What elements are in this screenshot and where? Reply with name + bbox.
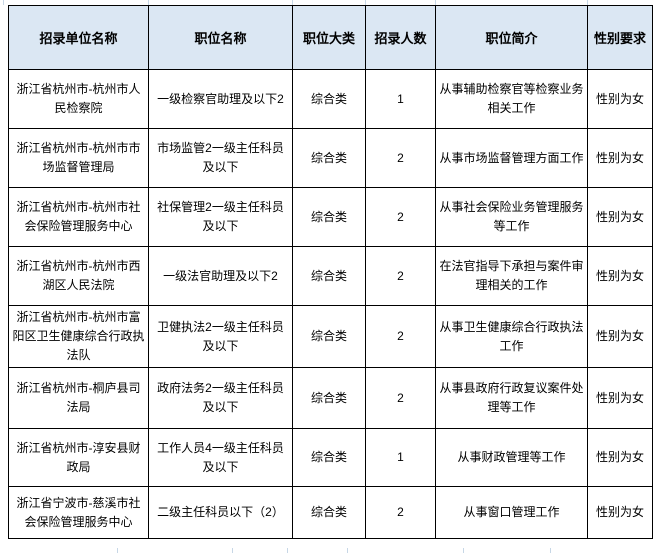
cell-unit-name: 浙江省杭州市-杭州市西湖区人民法院 bbox=[8, 246, 149, 306]
cell-position-category: 综合类 bbox=[292, 187, 366, 247]
cell-position-description: 从事市场监督管理方面工作 bbox=[435, 128, 588, 188]
cell-gender-requirement: 性别为女 bbox=[587, 367, 653, 429]
gridline-tick bbox=[463, 548, 464, 553]
cell-position-category: 综合类 bbox=[292, 128, 366, 188]
cell-recruit-count: 1 bbox=[365, 69, 436, 129]
cell-position-name: 卫健执法2一级主任科员及以下 bbox=[148, 305, 293, 368]
cell-unit-name: 浙江省杭州市-杭州市富阳区卫生健康综合行政执法队 bbox=[8, 305, 149, 368]
table-row: 浙江省杭州市-杭州市市场监督管理局 市场监管2一级主任科员及以下 综合类 2 从… bbox=[8, 128, 653, 188]
cell-position-category: 综合类 bbox=[292, 486, 366, 539]
column-header-recruit-count: 招录人数 bbox=[365, 5, 436, 70]
cell-recruit-count: 2 bbox=[365, 486, 436, 539]
table-row: 浙江省杭州市-杭州市西湖区人民法院 一级法官助理及以下2 综合类 2 在法官指导… bbox=[8, 246, 653, 306]
cell-recruit-count: 2 bbox=[365, 128, 436, 188]
cell-unit-name: 浙江省杭州市-桐庐县司法局 bbox=[8, 367, 149, 429]
cell-position-name: 一级检察官助理及以下2 bbox=[148, 69, 293, 129]
cell-gender-requirement: 性别为女 bbox=[587, 128, 653, 188]
cell-position-name: 一级法官助理及以下2 bbox=[148, 246, 293, 306]
recruitment-table: 招录单位名称 职位名称 职位大类 招录人数 职位简介 性别要求 浙江省杭州市-杭… bbox=[8, 5, 653, 539]
table-row: 浙江省宁波市-慈溪市社会保险管理服务中心 二级主任科员以下（2） 综合类 2 从… bbox=[8, 486, 653, 539]
cell-position-category: 综合类 bbox=[292, 69, 366, 129]
cell-position-description: 在法官指导下承担与案件审理相关的工作 bbox=[435, 246, 588, 306]
column-header-unit-name: 招录单位名称 bbox=[8, 5, 149, 70]
cell-position-category: 综合类 bbox=[292, 246, 366, 306]
cell-position-description: 从事县政府行政复议案件处理等工作 bbox=[435, 367, 588, 429]
cell-unit-name: 浙江省杭州市-杭州市人民检察院 bbox=[8, 69, 149, 129]
cell-position-description: 从事财政管理等工作 bbox=[435, 428, 588, 487]
cell-position-name: 二级主任科员以下（2） bbox=[148, 486, 293, 539]
column-header-position-description: 职位简介 bbox=[435, 5, 588, 70]
cell-position-description: 从事辅助检察官等检察业务相关工作 bbox=[435, 69, 588, 129]
cell-gender-requirement: 性别为女 bbox=[587, 428, 653, 487]
table-row: 浙江省杭州市-杭州市人民检察院 一级检察官助理及以下2 综合类 1 从事辅助检察… bbox=[8, 69, 653, 129]
cell-position-description: 从事社会保险业务管理服务等工作 bbox=[435, 187, 588, 247]
cell-recruit-count: 2 bbox=[365, 187, 436, 247]
table-row: 浙江省杭州市-淳安县财政局 工作人员4一级主任科员及以下 综合类 1 从事财政管… bbox=[8, 428, 653, 487]
header-row: 招录单位名称 职位名称 职位大类 招录人数 职位简介 性别要求 bbox=[8, 5, 653, 70]
table-row: 浙江省杭州市-杭州市社会保险管理服务中心 社保管理2一级主任科员及以下 综合类 … bbox=[8, 187, 653, 247]
cell-unit-name: 浙江省杭州市-杭州市市场监督管理局 bbox=[8, 128, 149, 188]
gridline-tick bbox=[550, 548, 551, 553]
gridline-tick bbox=[287, 548, 288, 553]
cell-recruit-count: 2 bbox=[365, 367, 436, 429]
cell-position-description: 从事窗口管理工作 bbox=[435, 486, 588, 539]
cell-gender-requirement: 性别为女 bbox=[587, 187, 653, 247]
cell-position-name: 社保管理2一级主任科员及以下 bbox=[148, 187, 293, 247]
cell-position-category: 综合类 bbox=[292, 428, 366, 487]
cell-position-description: 从事卫生健康综合行政执法工作 bbox=[435, 305, 588, 368]
cell-position-category: 综合类 bbox=[292, 305, 366, 368]
cell-gender-requirement: 性别为女 bbox=[587, 246, 653, 306]
cell-unit-name: 浙江省宁波市-慈溪市社会保险管理服务中心 bbox=[8, 486, 149, 539]
cell-position-name: 市场监管2一级主任科员及以下 bbox=[148, 128, 293, 188]
table-row: 浙江省杭州市-杭州市富阳区卫生健康综合行政执法队 卫健执法2一级主任科员及以下 … bbox=[8, 305, 653, 368]
cell-gender-requirement: 性别为女 bbox=[587, 69, 653, 129]
column-header-gender-requirement: 性别要求 bbox=[587, 5, 653, 70]
cell-gender-requirement: 性别为女 bbox=[587, 305, 653, 368]
gridline-tick bbox=[148, 0, 149, 5]
gridline-tick bbox=[232, 548, 233, 553]
cell-unit-name: 浙江省杭州市-淳安县财政局 bbox=[8, 428, 149, 487]
cell-position-name: 政府法务2一级主任科员及以下 bbox=[148, 367, 293, 429]
gridline-tick bbox=[347, 548, 348, 553]
cell-recruit-count: 2 bbox=[365, 305, 436, 368]
column-header-position-name: 职位名称 bbox=[148, 5, 293, 70]
gridline-tick bbox=[365, 0, 366, 5]
table-row: 浙江省杭州市-桐庐县司法局 政府法务2一级主任科员及以下 综合类 2 从事县政府… bbox=[8, 367, 653, 429]
cell-recruit-count: 2 bbox=[365, 246, 436, 306]
column-header-position-category: 职位大类 bbox=[292, 5, 366, 70]
gridline-tick bbox=[117, 548, 118, 553]
cell-recruit-count: 1 bbox=[365, 428, 436, 487]
gridline-tick bbox=[587, 0, 588, 5]
cell-unit-name: 浙江省杭州市-杭州市社会保险管理服务中心 bbox=[8, 187, 149, 247]
gridline-tick bbox=[292, 0, 293, 5]
cell-position-category: 综合类 bbox=[292, 367, 366, 429]
gridline-tick bbox=[3, 0, 4, 5]
cell-gender-requirement: 性别为女 bbox=[587, 486, 653, 539]
gridline-tick bbox=[435, 0, 436, 5]
cell-position-name: 工作人员4一级主任科员及以下 bbox=[148, 428, 293, 487]
